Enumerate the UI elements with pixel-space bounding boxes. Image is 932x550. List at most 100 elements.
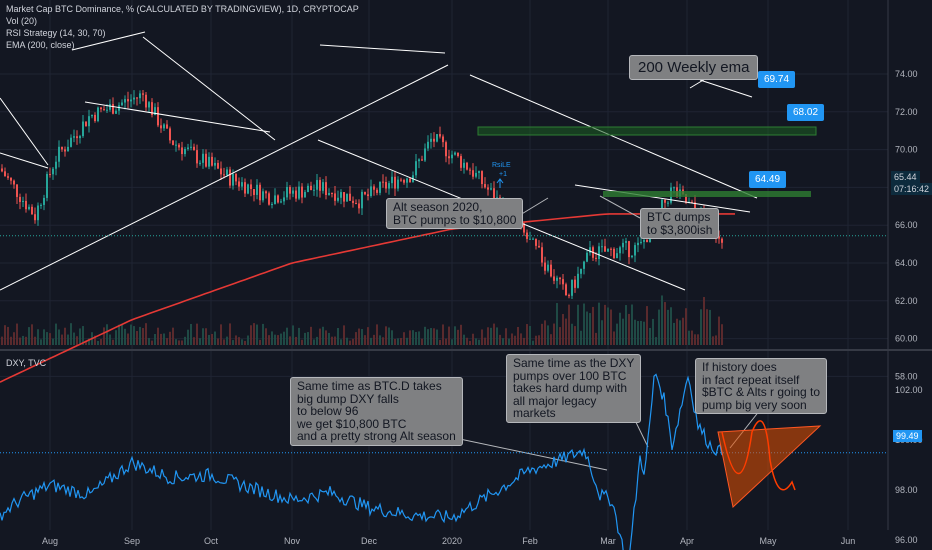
candle-body bbox=[121, 102, 123, 106]
candle-body bbox=[217, 162, 219, 169]
volume-bar bbox=[652, 318, 654, 345]
dxy-tick: 96.00 bbox=[895, 535, 918, 545]
volume-bar bbox=[316, 336, 318, 345]
volume-bar bbox=[694, 334, 696, 345]
volume-bar bbox=[523, 337, 525, 345]
indicator-vol[interactable]: Vol (20) bbox=[6, 16, 38, 26]
candle-body bbox=[58, 146, 60, 162]
price-tick: 66.00 bbox=[895, 220, 918, 230]
volume-bar bbox=[94, 335, 96, 345]
trendline bbox=[71, 31, 146, 51]
volume-bar bbox=[28, 327, 30, 345]
price-tag-6974[interactable]: 69.74 bbox=[758, 71, 796, 88]
volume-bar bbox=[709, 309, 711, 345]
volume-bar bbox=[430, 328, 432, 345]
volume-bar bbox=[538, 335, 540, 345]
candle-body bbox=[481, 171, 483, 185]
candle-body bbox=[634, 245, 636, 256]
candle-body bbox=[619, 247, 621, 254]
trendline bbox=[0, 152, 49, 169]
candle-body bbox=[346, 193, 348, 202]
volume-bar bbox=[424, 326, 426, 345]
candle-body bbox=[391, 176, 393, 184]
rsi-signal-arrow bbox=[496, 178, 504, 188]
volume-bar bbox=[514, 335, 516, 345]
price-tag-6802[interactable]: 68.02 bbox=[787, 104, 825, 121]
candle-body bbox=[478, 171, 480, 173]
candle-body bbox=[103, 109, 105, 111]
volume-bar bbox=[682, 317, 684, 345]
volume-bar bbox=[688, 330, 690, 345]
annotation-dxy-3[interactable]: If history does in fact repeat itself $B… bbox=[695, 358, 828, 414]
volume-bar bbox=[556, 303, 558, 345]
volume-bar bbox=[691, 330, 693, 345]
volume-bar bbox=[679, 320, 681, 345]
annotation-weekly-ema[interactable]: 200 Weekly ema bbox=[629, 55, 759, 80]
volume-bar bbox=[190, 323, 192, 345]
candle-body bbox=[694, 202, 696, 211]
volume-bar bbox=[283, 331, 285, 345]
candle-body bbox=[109, 104, 111, 110]
candle-body bbox=[226, 169, 228, 176]
candle-body bbox=[385, 181, 387, 189]
candle-body bbox=[298, 186, 300, 199]
candle-body bbox=[247, 184, 249, 194]
annotation-dxy-1[interactable]: Same time as BTC.D takes big dump DXY fa… bbox=[290, 377, 463, 446]
annotation-alt-season[interactable]: Alt season 2020, BTC pumps to $10,800 bbox=[386, 198, 524, 229]
candle-body bbox=[421, 159, 423, 161]
volume-bar bbox=[622, 318, 624, 345]
volume-bar bbox=[142, 328, 144, 345]
volume-bar bbox=[373, 334, 375, 345]
candle-body bbox=[151, 102, 153, 116]
volume-bar bbox=[157, 327, 159, 345]
candle-body bbox=[13, 180, 15, 185]
annotation-dxy-2[interactable]: Same time as the DXY pumps over 100 BTC … bbox=[506, 354, 642, 423]
price-tag-6449[interactable]: 64.49 bbox=[749, 171, 787, 188]
volume-bar bbox=[625, 305, 627, 345]
trendline bbox=[84, 101, 271, 133]
candle-body bbox=[169, 128, 171, 141]
candle-body bbox=[382, 181, 384, 183]
candle-body bbox=[4, 171, 6, 177]
candle-body bbox=[565, 284, 567, 296]
indicator-ema[interactable]: EMA (200, close) bbox=[6, 40, 75, 50]
candle-body bbox=[16, 184, 18, 197]
candle-body bbox=[472, 170, 474, 177]
volume-bar bbox=[196, 323, 198, 345]
candle-body bbox=[304, 191, 306, 198]
volume-bar bbox=[253, 323, 255, 345]
candle-body bbox=[220, 168, 222, 175]
candle-body bbox=[454, 152, 456, 155]
volume-bar bbox=[472, 333, 474, 345]
volume-bar bbox=[364, 335, 366, 345]
candle-body bbox=[523, 223, 525, 233]
time-tick: Aug bbox=[42, 536, 58, 546]
time-tick: Jun bbox=[841, 536, 856, 546]
candle-body bbox=[163, 124, 165, 129]
candle-body bbox=[196, 150, 198, 164]
volume-bar bbox=[580, 330, 582, 345]
volume-bar bbox=[403, 332, 405, 345]
candle-body bbox=[202, 153, 204, 163]
volume-bar bbox=[214, 331, 216, 345]
candle-body bbox=[139, 93, 141, 99]
volume-bar bbox=[127, 333, 129, 345]
trendline bbox=[469, 74, 758, 199]
candle-body bbox=[25, 200, 27, 210]
volume-bars bbox=[1, 295, 723, 345]
volume-bar bbox=[163, 333, 165, 345]
candle-body bbox=[691, 201, 693, 203]
candle-body bbox=[334, 193, 336, 201]
volume-bar bbox=[421, 338, 423, 345]
indicator-rsi[interactable]: RSI Strategy (14, 30, 70) bbox=[6, 28, 106, 38]
volume-bar bbox=[343, 325, 345, 345]
resistance-zone bbox=[477, 126, 817, 136]
candle-body bbox=[79, 136, 81, 139]
callout-pointer bbox=[699, 79, 753, 98]
candle-body bbox=[190, 146, 192, 148]
volume-bar bbox=[193, 337, 195, 345]
candle-body bbox=[232, 174, 234, 186]
annotation-btc-dumps[interactable]: BTC dumps to $3,800ish bbox=[640, 208, 720, 239]
volume-bar bbox=[187, 329, 189, 345]
volume-bar bbox=[100, 339, 102, 345]
